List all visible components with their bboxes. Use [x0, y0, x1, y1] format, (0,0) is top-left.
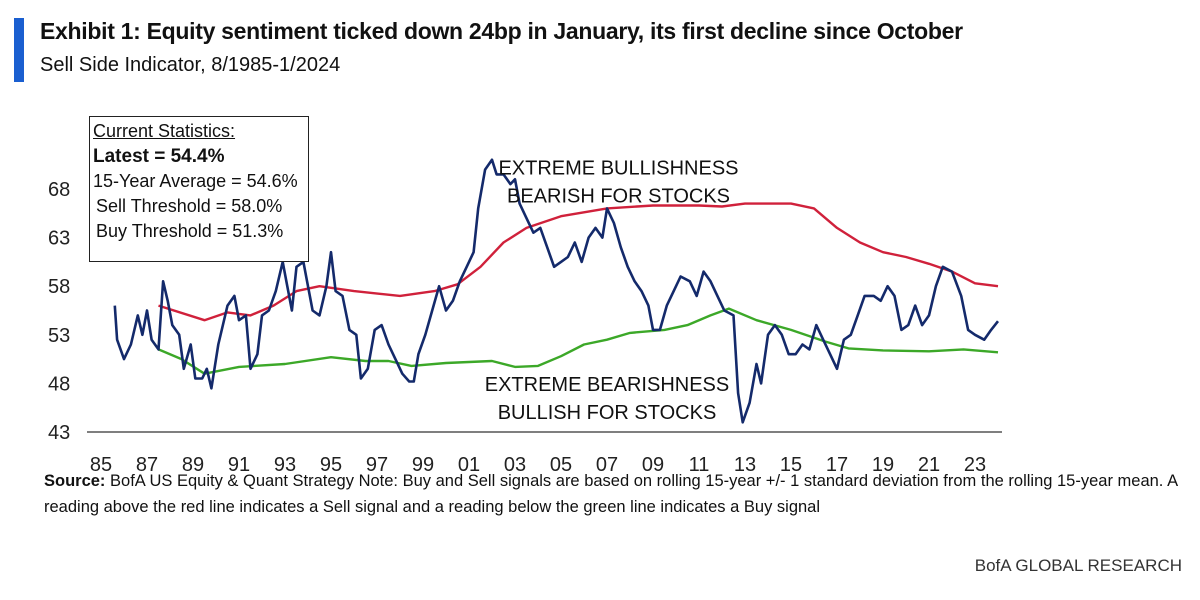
x-tick-label: 93 [274, 454, 296, 476]
x-tick-label: 01 [458, 454, 480, 476]
x-tick-label: 17 [826, 454, 848, 476]
x-tick-label: 13 [734, 454, 756, 476]
stats-buy-threshold: Buy Threshold = 51.3% [96, 221, 284, 241]
stats-heading: Current Statistics: [93, 121, 236, 141]
chart-annotation: BULLISH FOR STOCKS [498, 402, 717, 424]
series-line-buy [158, 307, 999, 375]
current-statistics-box: Current Statistics: Latest = 54.4% 15-Ye… [89, 116, 309, 262]
stats-sell-threshold: Sell Threshold = 58.0% [96, 196, 283, 216]
chart-title: Exhibit 1: Equity sentiment ticked down … [40, 18, 963, 44]
x-tick-label: 85 [90, 454, 112, 476]
y-tick-label: 68 [48, 179, 70, 201]
x-tick-label: 97 [366, 454, 388, 476]
x-tick-label: 03 [504, 454, 526, 476]
x-tick-label: 95 [320, 454, 342, 476]
y-tick-label: 63 [48, 228, 70, 250]
chart-annotation: EXTREME BULLISHNESS [498, 157, 738, 179]
x-tick-label: 87 [136, 454, 158, 476]
source-note: Source: BofA US Equity & Quant Strategy … [44, 468, 1184, 520]
x-tick-label: 23 [964, 454, 986, 476]
chart-subtitle: Sell Side Indicator, 8/1985-1/2024 [40, 54, 341, 76]
x-tick-label: 21 [918, 454, 940, 476]
chart-annotation: EXTREME BEARISHNESS [485, 374, 730, 396]
x-tick-label: 91 [228, 454, 250, 476]
stats-latest: Latest = 54.4% [93, 146, 225, 167]
series-line-indicator [113, 158, 1000, 424]
x-tick-label: 09 [642, 454, 664, 476]
y-tick-label: 58 [48, 276, 70, 298]
x-tick-label: 99 [412, 454, 434, 476]
x-tick-label: 07 [596, 454, 618, 476]
y-tick-label: 43 [48, 422, 70, 444]
chart-annotation: BEARISH FOR STOCKS [507, 185, 730, 207]
x-tick-label: 15 [780, 454, 802, 476]
stats-average: 15-Year Average = 54.6% [93, 171, 298, 191]
x-tick-label: 11 [689, 454, 710, 476]
x-tick-label: 19 [872, 454, 894, 476]
source-label: Source: [44, 472, 106, 490]
title-accent-bar [14, 18, 24, 82]
x-tick-label: 05 [550, 454, 572, 476]
x-tick-label: 89 [182, 454, 204, 476]
source-text: BofA US Equity & Quant Strategy Note: Bu… [44, 472, 1178, 516]
y-tick-label: 48 [48, 373, 70, 395]
y-tick-label: 53 [48, 325, 70, 347]
brand-label: BofA GLOBAL RESEARCH [974, 556, 1182, 575]
